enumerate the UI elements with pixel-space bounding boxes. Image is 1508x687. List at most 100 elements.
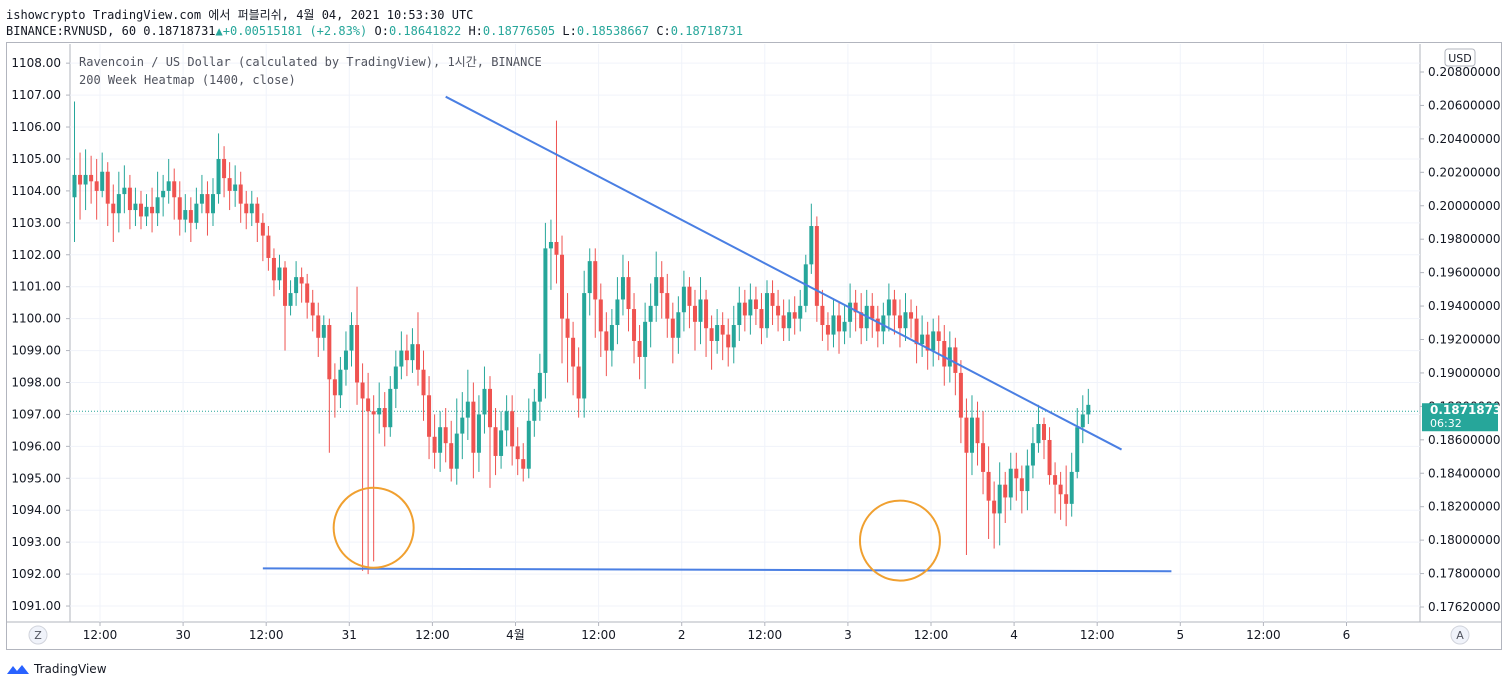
candle-body (576, 366, 581, 399)
auto-scale-z-button[interactable]: Z (28, 625, 48, 645)
candle-body (377, 408, 382, 415)
candle-body (410, 344, 415, 361)
candle-body (72, 174, 77, 198)
candle (465, 369, 470, 440)
candle (1014, 452, 1019, 501)
change-up-icon: ▲ (215, 24, 223, 38)
candle (1080, 395, 1085, 444)
candle (692, 289, 697, 351)
candle-body (609, 325, 614, 351)
close-value: 0.18718731 (670, 24, 744, 38)
candle-body (183, 210, 188, 220)
candle-body (144, 206, 149, 217)
candle (144, 194, 149, 227)
candle (1036, 404, 1041, 453)
right-axis-label: 0.19600000 (1428, 266, 1501, 280)
candle-body (825, 325, 830, 335)
candle-body (659, 277, 664, 294)
auto-scale-a-button[interactable]: A (1450, 625, 1470, 645)
candle (205, 181, 210, 236)
candle (831, 299, 836, 348)
left-axis-label: 1101.00 (11, 280, 61, 294)
candle-body (986, 471, 991, 501)
candle-body (687, 286, 692, 306)
time-axis[interactable]: 12:00 30 12:00 31 12:00 4월 12:00 2 12:00 3 12:00 4 1… (83, 622, 1351, 642)
symbol-label: BINANCE:RVNUSD, 60 (6, 24, 137, 38)
change-value: +0.00515181 (+2.83%) (222, 24, 368, 38)
candle-body (704, 299, 709, 329)
candle (781, 299, 786, 341)
left-axis-label: 1098.00 (11, 375, 61, 389)
candle-body (199, 194, 204, 204)
left-axis-label: 1092.00 (11, 567, 61, 581)
candle-body (781, 315, 786, 329)
candle (172, 168, 177, 220)
candle-body (1008, 468, 1013, 498)
candle-body (83, 174, 88, 185)
candle (78, 152, 83, 220)
candle (820, 289, 825, 341)
candle (1053, 462, 1058, 514)
price-axis[interactable]: 0.20800000 0.20600000 0.20400000 0.20200000… (1420, 65, 1508, 614)
candle (488, 376, 492, 488)
candle-body (454, 433, 459, 469)
currency-button[interactable]: USD (1444, 48, 1476, 67)
left-axis-label: 1091.00 (11, 599, 61, 613)
highlight-circle[interactable] (332, 486, 415, 569)
candle-body (859, 312, 864, 329)
candle-body (138, 203, 143, 217)
candle (89, 155, 94, 204)
candle (1058, 471, 1063, 520)
candle (404, 334, 409, 377)
candle-body (931, 331, 936, 351)
candle-body (537, 372, 542, 402)
candle (116, 171, 121, 233)
candle-body (244, 203, 249, 214)
candle (1086, 388, 1091, 425)
candle (909, 299, 914, 338)
candle (94, 158, 99, 220)
candle-body (709, 328, 714, 341)
candle (166, 158, 171, 204)
candle-body (565, 318, 570, 338)
candle (637, 325, 642, 380)
candle (355, 286, 360, 405)
candle (759, 293, 764, 345)
candle (981, 411, 986, 495)
candle (227, 162, 232, 211)
candle-body (620, 277, 625, 300)
candle-body (637, 340, 642, 357)
candle-body (277, 267, 282, 281)
candle-body (188, 210, 193, 223)
candle-body (914, 318, 919, 345)
support-trendline[interactable] (262, 567, 1172, 573)
candle (892, 289, 897, 335)
left-axis-label: 1104.00 (11, 184, 61, 198)
brand-name: TradingView (34, 662, 107, 676)
candle (249, 190, 254, 227)
time-axis-label: 12:00 (83, 628, 118, 642)
candle-body (969, 417, 974, 453)
candle-body (925, 334, 930, 351)
candle (454, 398, 459, 485)
candle-body (759, 309, 764, 329)
low-label: L: (562, 24, 577, 38)
candle (216, 133, 221, 204)
candle-body (111, 203, 116, 214)
footer: TradingView (6, 659, 107, 679)
candle (914, 305, 919, 364)
candle (283, 261, 288, 351)
highlight-circle[interactable] (858, 499, 941, 582)
descending-trendline[interactable] (445, 95, 1123, 451)
candle-body (321, 325, 326, 338)
open-value: 0.18641822 (388, 24, 462, 38)
candle (931, 318, 936, 367)
candle (1064, 465, 1069, 527)
candle-body (1030, 443, 1035, 466)
right-axis-label: 0.17800000 (1428, 567, 1501, 581)
candle-body (449, 443, 454, 469)
candle (321, 315, 326, 351)
candle-body (936, 331, 941, 341)
candle-body (172, 181, 177, 198)
